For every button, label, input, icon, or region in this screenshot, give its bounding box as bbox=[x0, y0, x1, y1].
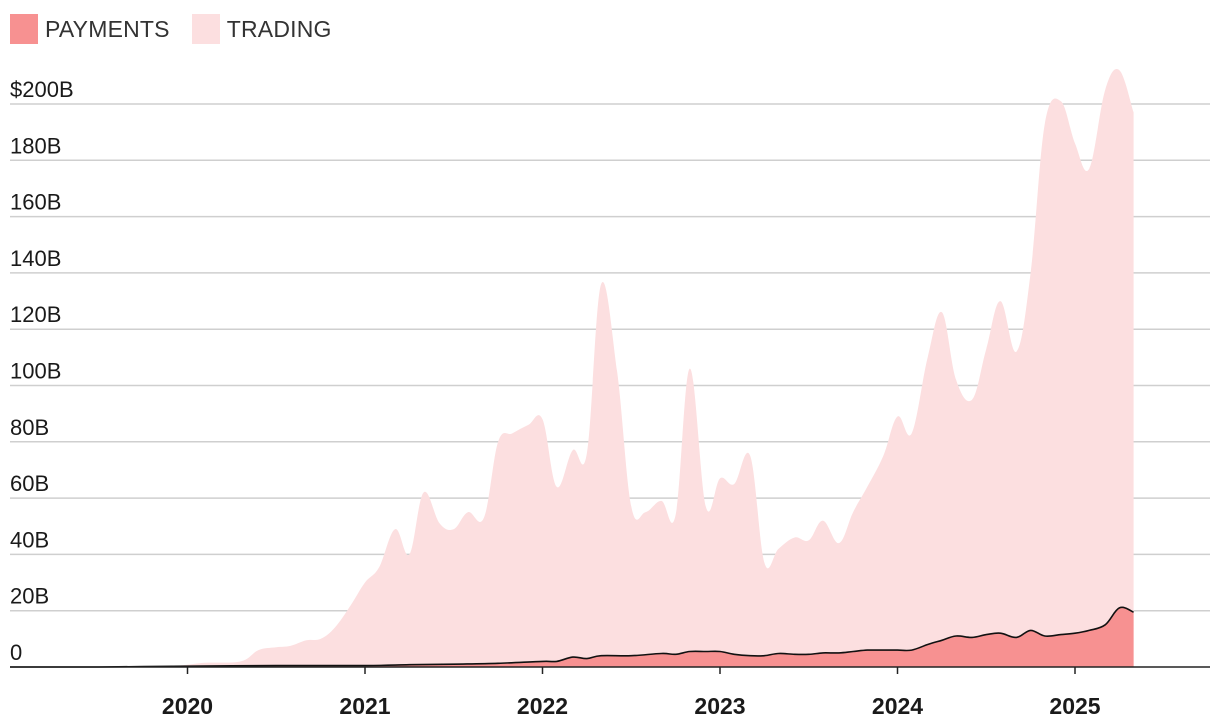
payments-series bbox=[9, 606, 1134, 668]
x-tick-label: 2025 bbox=[1049, 693, 1100, 719]
legend: PAYMENTS TRADING bbox=[10, 14, 354, 44]
x-tick-label: 2020 bbox=[162, 693, 213, 719]
legend-label-trading: TRADING bbox=[226, 15, 332, 42]
trading-series bbox=[10, 69, 1134, 668]
y-tick-label: 180B bbox=[10, 133, 61, 158]
x-tick-label: 2022 bbox=[517, 693, 568, 719]
x-axis-labels: 2020 2021 2022 2023 2024 2025 bbox=[162, 693, 1101, 719]
y-tick-label: 160B bbox=[10, 190, 61, 215]
trading-area bbox=[10, 69, 1134, 668]
y-tick-label: 120B bbox=[10, 302, 61, 327]
y-tick-label: 80B bbox=[10, 415, 49, 440]
y-axis-labels: 0 20B 40B 60B 80B 100B 120B 140B 160B 180B $200B bbox=[10, 77, 74, 665]
legend-swatch-trading bbox=[191, 14, 220, 44]
y-tick-label: 60B bbox=[10, 471, 49, 496]
y-tick-label: 20B bbox=[10, 584, 49, 609]
legend-item-payments: PAYMENTS bbox=[10, 14, 170, 44]
payments-line bbox=[9, 606, 1134, 668]
legend-swatch-payments bbox=[10, 14, 38, 44]
y-tick-label: 0 bbox=[10, 640, 22, 665]
legend-label-payments: PAYMENTS bbox=[45, 15, 170, 42]
x-axis bbox=[10, 666, 1210, 674]
y-tick-label: 100B bbox=[10, 359, 61, 384]
y-tick-label: 140B bbox=[10, 246, 61, 271]
x-tick-label: 2023 bbox=[694, 693, 745, 719]
y-tick-label: $200B bbox=[10, 77, 74, 102]
x-tick-label: 2021 bbox=[339, 693, 390, 719]
x-tick-label: 2024 bbox=[872, 693, 923, 719]
legend-item-trading: TRADING bbox=[191, 14, 332, 44]
y-tick-label: 40B bbox=[10, 527, 49, 552]
